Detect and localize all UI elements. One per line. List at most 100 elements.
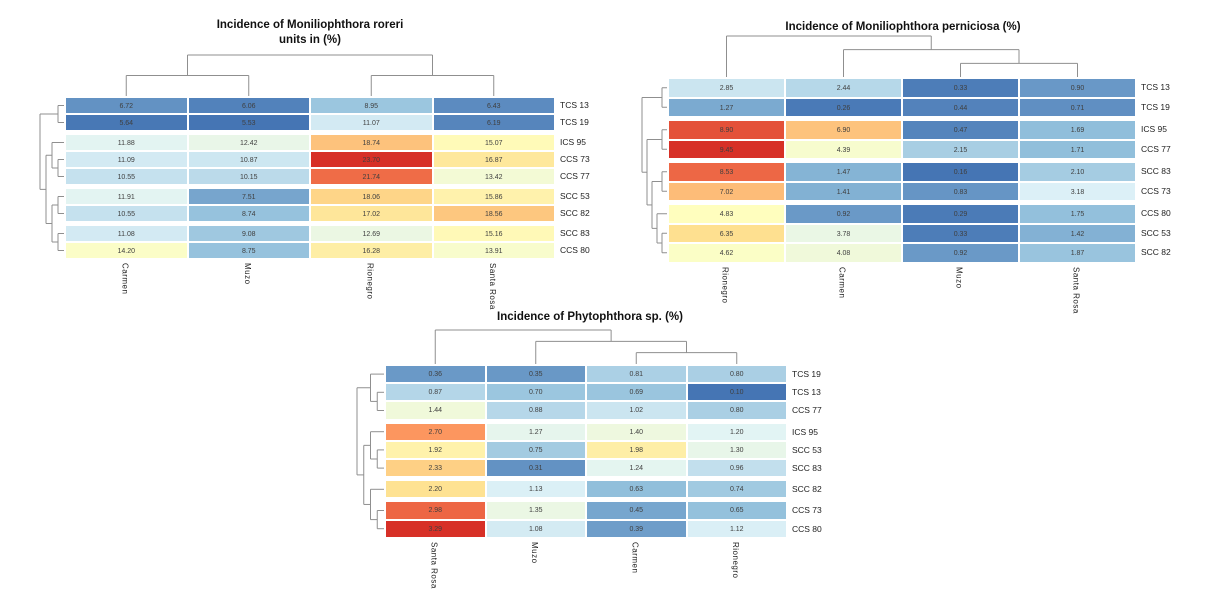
row-label: TCS 13: [792, 387, 821, 398]
heatmap-cell: 0.75: [485, 440, 586, 459]
row-label: TCS 13: [1141, 82, 1170, 92]
heatmap-cell: 18.74: [310, 134, 433, 151]
column-label: Rionegro: [365, 263, 375, 300]
heatmap-cell: 1.30: [686, 440, 787, 459]
row-label: CCS 77: [560, 171, 590, 181]
heatmap-cell: 4.83: [668, 204, 785, 224]
heatmap-cell: 14.20: [65, 242, 188, 259]
heatmap-cell: 4.62: [668, 243, 785, 263]
heatmap-cell: 4.08: [785, 243, 902, 263]
heatmap-cell: 1.02: [586, 401, 687, 420]
heatmap-cell: 1.13: [485, 480, 586, 499]
heatmap-cell: 1.08: [485, 519, 586, 538]
heatmap-cell: 2.33: [385, 459, 486, 478]
heatmap-cell: 5.53: [187, 114, 310, 131]
heatmap-cell: 2.10: [1019, 162, 1136, 182]
heatmap-cell: 1.40: [586, 422, 687, 441]
row-label: ICS 95: [560, 137, 586, 147]
heatmap-cell: 1.42: [1019, 223, 1136, 243]
heatmap-cell: 0.44: [902, 97, 1019, 117]
heatmap-cell: 8.90: [668, 120, 785, 140]
heatmap-cell: 2.20: [385, 480, 486, 499]
row-label: CCS 80: [560, 245, 590, 255]
heatmap-cell: 12.69: [310, 225, 433, 242]
heatmap-cell: 5.64: [65, 114, 188, 131]
heatmap-cell: 0.10: [686, 383, 787, 402]
column-label: Muzo: [954, 266, 964, 289]
row-label: SCC 82: [1141, 247, 1171, 257]
heatmap-cell: 1.20: [686, 422, 787, 441]
row-label: SCC 82: [560, 208, 590, 218]
heatmap-cell: 1.47: [785, 162, 902, 182]
heatmap-cell: 10.55: [65, 205, 188, 222]
heatmap-cell: 0.26: [785, 97, 902, 117]
heatmap-cell: 15.16: [432, 225, 555, 242]
heatmap-cell: 1.69: [1019, 120, 1136, 140]
heatmap-cell: 10.15: [187, 168, 310, 185]
heatmap-cell: 1.41: [785, 181, 902, 201]
heatmap-cell: 1.71: [1019, 139, 1136, 159]
chart-title: Incidence of Phytophthora sp. (%): [340, 310, 840, 325]
heatmap-cell: 1.87: [1019, 243, 1136, 263]
column-label: Santa Rosa: [487, 263, 497, 310]
row-label: TCS 13: [560, 100, 589, 110]
heatmap-cell: 8.75: [187, 242, 310, 259]
heatmap-cell: 0.69: [586, 383, 687, 402]
chart-title-line: Incidence of Moniliophthora perniciosa (…: [785, 21, 1021, 33]
heatmap-cell: 10.55: [65, 168, 188, 185]
heatmap-cell: 15.07: [432, 134, 555, 151]
heatmap-cell: 15.86: [432, 188, 555, 205]
row-label: CCS 73: [1141, 185, 1171, 196]
column-label: Carmen: [837, 266, 847, 298]
heatmap-cell: 0.33: [902, 223, 1019, 243]
heatmap-cell: 1.98: [586, 440, 687, 459]
chart-title-line: units in (%): [279, 33, 341, 46]
row-label: CCS 77: [792, 405, 822, 416]
heatmap-cell: 2.44: [785, 78, 902, 98]
chart-title: Incidence of Moniliophthora roreri units …: [60, 18, 560, 48]
row-label: CCS 77: [1141, 143, 1171, 154]
heatmap-cell: 0.83: [902, 181, 1019, 201]
heatmap-cell: 1.27: [485, 422, 586, 441]
heatmap-cell: 3.78: [785, 223, 902, 243]
heatmap-cell: 0.45: [586, 501, 687, 520]
heatmap-cell: 1.27: [668, 97, 785, 117]
heatmap-cell: 0.39: [586, 519, 687, 538]
heatmap-cell: 2.98: [385, 501, 486, 520]
heatmap-cell: 1.12: [686, 519, 787, 538]
heatmap-cell: 2.15: [902, 139, 1019, 159]
column-label: Rionegro: [720, 266, 730, 303]
heatmap-cell: 0.80: [686, 401, 787, 420]
heatmap-cell: 11.07: [310, 114, 433, 131]
heatmap-cell: 6.06: [187, 97, 310, 114]
row-label: CCS 73: [560, 154, 590, 164]
heatmap-cell: 0.33: [902, 78, 1019, 98]
chart-title: Incidence of Moniliophthora perniciosa (…: [653, 20, 1153, 35]
heatmap-cell: 13.91: [432, 242, 555, 259]
heatmap-cell: 0.87: [385, 383, 486, 402]
heatmap-cell: 12.42: [187, 134, 310, 151]
heatmap-cell: 0.71: [1019, 97, 1136, 117]
heatmap-cell: 11.88: [65, 134, 188, 151]
heatmap-cell: 0.96: [686, 459, 787, 478]
heatmap-cell: 0.35: [485, 365, 586, 384]
heatmap-cell: 8.74: [187, 205, 310, 222]
heatmap-cell: 8.53: [668, 162, 785, 182]
row-label: TCS 19: [1141, 101, 1170, 112]
heatmap-cell: 10.87: [187, 151, 310, 168]
row-label: TCS 19: [560, 117, 589, 127]
column-label: Muzo: [242, 263, 252, 285]
heatmap-cell: 2.70: [385, 422, 486, 441]
heatmap-cell: 0.88: [485, 401, 586, 420]
heatmap-cell: 6.35: [668, 223, 785, 243]
heatmap-cell: 11.09: [65, 151, 188, 168]
heatmap-cell: 0.65: [686, 501, 787, 520]
row-label: CCS 80: [792, 523, 822, 534]
heatmap-cell: 6.19: [432, 114, 555, 131]
row-label: SCC 53: [792, 444, 822, 455]
row-label: ICS 95: [1141, 124, 1167, 134]
heatmap-cell: 0.16: [902, 162, 1019, 182]
heatmap-cell: 0.90: [1019, 78, 1136, 98]
heatmap-cell: 6.43: [432, 97, 555, 114]
